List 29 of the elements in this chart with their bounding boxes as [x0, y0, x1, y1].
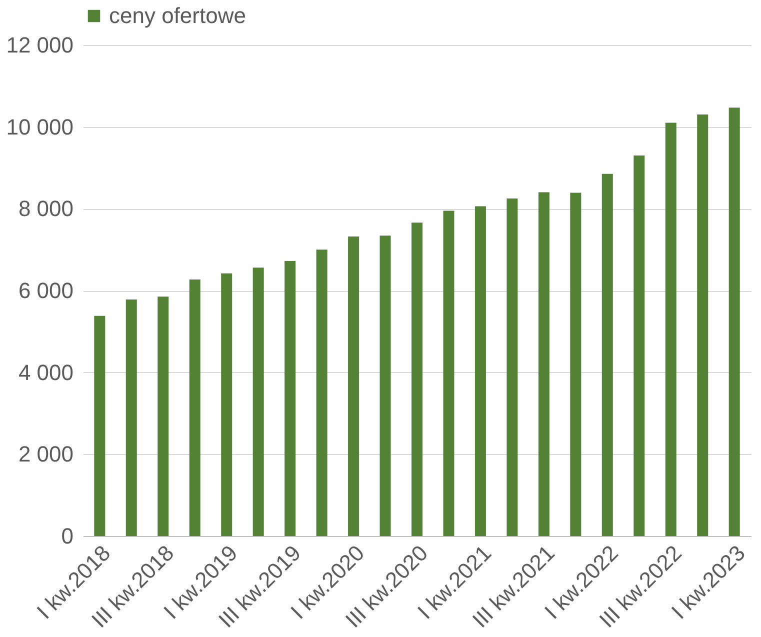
y-tick-label: 12 000 — [6, 32, 74, 58]
y-tick-label: 6 000 — [18, 278, 74, 303]
bar — [728, 108, 740, 536]
bar — [221, 273, 232, 536]
legend-label: ceny ofertowe — [109, 3, 246, 28]
bar — [126, 300, 137, 536]
y-tick-label: 8 000 — [18, 196, 74, 222]
bar — [506, 198, 518, 536]
bar — [474, 206, 486, 536]
bar — [284, 261, 296, 536]
bar — [697, 114, 708, 536]
bar — [316, 250, 328, 536]
y-tick-label: 2 000 — [18, 442, 74, 467]
bar — [538, 192, 550, 536]
bar — [412, 222, 422, 536]
y-tick-label: 10 000 — [6, 114, 74, 140]
bar — [380, 236, 391, 536]
bar — [189, 279, 200, 536]
y-tick-label: 0 — [61, 524, 74, 548]
bar — [94, 316, 106, 536]
y-tick-label: 4 000 — [18, 360, 74, 385]
bar — [570, 192, 582, 536]
bar — [348, 236, 360, 536]
bar — [158, 296, 169, 536]
bar — [602, 174, 613, 536]
bar — [443, 210, 454, 536]
bar — [634, 155, 645, 536]
bar — [252, 268, 264, 536]
bar — [665, 122, 676, 536]
